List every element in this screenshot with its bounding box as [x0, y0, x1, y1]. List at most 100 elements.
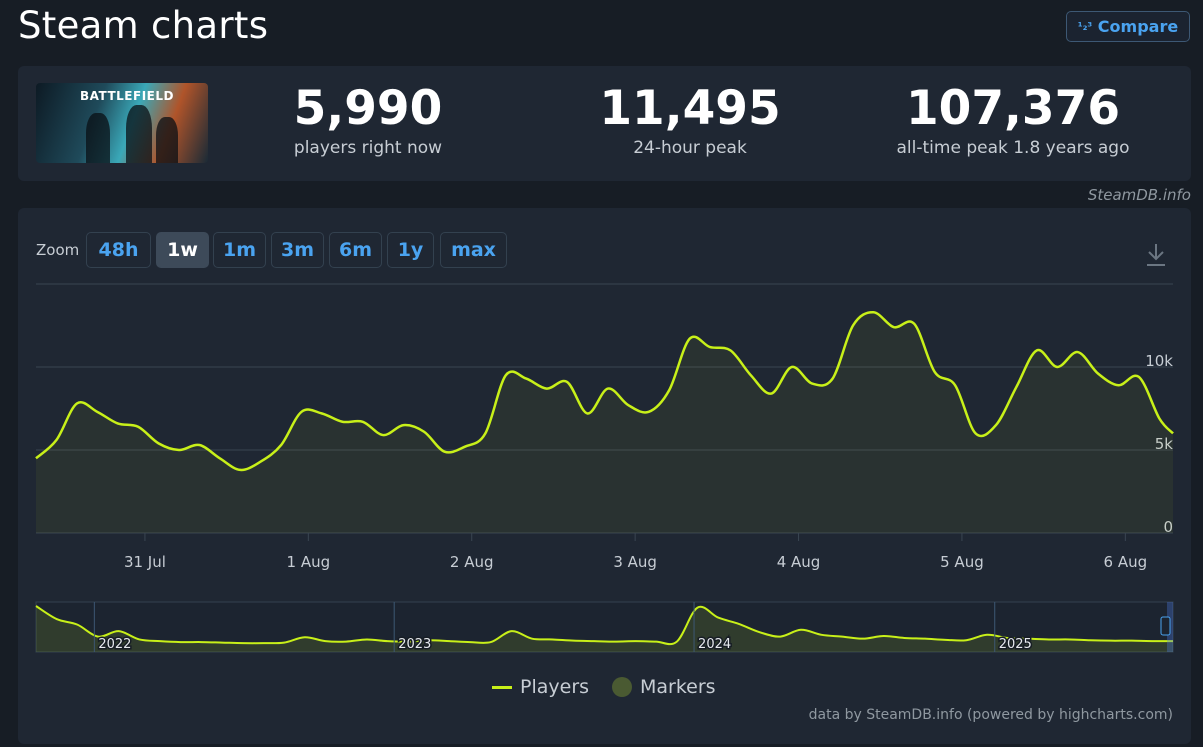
players-point	[299, 409, 305, 415]
players-point	[401, 422, 407, 428]
thumb-figure	[86, 113, 110, 163]
players-point	[380, 432, 386, 438]
players-point	[993, 422, 999, 428]
y-tick-label: 10k	[1145, 352, 1173, 370]
stat-all-time-peak-label: all-time peak 1.8 years ago	[896, 138, 1130, 158]
stat-all-time-peak: 107,376 all-time peak 1.8 years ago	[876, 84, 1150, 159]
players-point	[135, 424, 141, 430]
zoom-1y-button[interactable]: 1y	[387, 232, 434, 268]
players-point	[850, 323, 856, 329]
players-point	[1054, 364, 1060, 370]
players-point	[115, 420, 121, 426]
players-point	[727, 347, 733, 353]
navigator-handle[interactable]	[1160, 616, 1171, 636]
players-point	[625, 402, 631, 408]
players-point	[952, 382, 958, 388]
players-line-icon	[492, 685, 512, 689]
stat-24h-peak-value: 11,495	[599, 81, 781, 136]
x-tick-label: 3 Aug	[613, 553, 657, 571]
players-point	[605, 386, 611, 392]
chart-grid	[36, 283, 1173, 534]
zoom-1m-button[interactable]: 1m	[213, 232, 266, 268]
chart-legend: Players Markers	[0, 676, 1203, 702]
legend-markers[interactable]: Markers	[612, 676, 716, 698]
players-point	[1136, 374, 1142, 380]
x-tick-label: 5 Aug	[940, 553, 984, 571]
stat-24h-peak: 11,495 24-hour peak	[590, 81, 790, 159]
players-point	[442, 449, 448, 455]
navigator[interactable]: 2022 2023 2024 2025	[35, 601, 1174, 654]
players-point	[462, 444, 468, 450]
players-point	[1116, 382, 1122, 388]
zoom-max-button[interactable]: max	[440, 232, 507, 268]
x-tick-label: 1 Aug	[287, 553, 331, 571]
y-axis: 0 5k 10k	[1145, 352, 1173, 536]
navigator-year-label: 2025	[999, 637, 1032, 652]
navigator-year-label: 2022	[98, 637, 131, 652]
stats-panel: BATTLEFIELD 5,990 players right now 11,4…	[18, 66, 1191, 181]
x-tick-label: 6 Aug	[1104, 553, 1148, 571]
navigator-year-label: 2024	[698, 637, 731, 652]
players-point	[1156, 415, 1162, 421]
players-point	[421, 429, 427, 435]
players-point	[319, 410, 325, 416]
players-line	[35, 310, 1174, 472]
download-icon[interactable]	[1144, 242, 1168, 268]
players-point	[156, 440, 162, 446]
page-title: Steam charts	[18, 4, 269, 47]
zoom-48h-button[interactable]: 48h	[86, 232, 151, 268]
players-point	[176, 447, 182, 453]
players-point	[1075, 349, 1081, 355]
players-point	[911, 321, 917, 327]
players-point	[360, 419, 366, 425]
players-point	[687, 336, 693, 342]
x-tick-label: 2 Aug	[450, 553, 494, 571]
zoom-1w-button[interactable]: 1w	[156, 232, 209, 268]
x-axis: 31 Jul 1 Aug 2 Aug 3 Aug 4 Aug 5 Aug 6 Aug	[124, 533, 1147, 571]
game-thumbnail[interactable]: BATTLEFIELD	[36, 83, 208, 163]
players-point	[278, 442, 284, 448]
players-point	[503, 372, 509, 378]
stat-current-label: players right now	[293, 138, 443, 158]
players-point	[932, 369, 938, 375]
players-point	[74, 401, 80, 407]
players-area	[36, 312, 1173, 533]
players-point	[1095, 371, 1101, 377]
thumb-figure	[156, 117, 178, 163]
players-series[interactable]	[33, 309, 1176, 533]
legend-markers-label: Markers	[640, 676, 716, 698]
players-point	[237, 467, 243, 473]
players-point	[1170, 430, 1176, 436]
y-tick-label: 5k	[1155, 435, 1174, 453]
compare-button[interactable]: ¹₂³ Compare	[1066, 11, 1190, 42]
zoom-3m-button[interactable]: 3m	[271, 232, 324, 268]
players-point	[789, 364, 795, 370]
players-point	[891, 324, 897, 330]
x-tick-label: 4 Aug	[777, 553, 821, 571]
stat-current: 5,990 players right now	[268, 81, 468, 159]
players-point	[339, 419, 345, 425]
players-point	[768, 391, 774, 397]
thumb-figure	[126, 105, 152, 163]
navigator-line	[35, 605, 1174, 646]
legend-players[interactable]: Players	[492, 676, 589, 698]
players-point	[196, 442, 202, 448]
players-point	[258, 459, 264, 465]
players-point	[973, 430, 979, 436]
zoom-6m-button[interactable]: 6m	[329, 232, 382, 268]
players-point	[94, 409, 100, 415]
y-tick-label: 0	[1163, 518, 1173, 536]
players-point	[482, 430, 488, 436]
navigator-year-label: 2023	[398, 637, 431, 652]
steamdb-credit[interactable]: SteamDB.info	[1087, 186, 1191, 204]
players-point	[646, 409, 652, 415]
players-point	[830, 376, 836, 382]
x-tick-label: 31 Jul	[124, 553, 166, 571]
players-point	[33, 455, 39, 461]
zoom-label: Zoom	[36, 241, 80, 259]
chart-credit[interactable]: data by SteamDB.info (powered by highcha…	[808, 707, 1173, 723]
compare-icon: ¹₂³	[1077, 19, 1093, 33]
players-point	[1034, 347, 1040, 353]
stat-current-value: 5,990	[293, 81, 443, 136]
